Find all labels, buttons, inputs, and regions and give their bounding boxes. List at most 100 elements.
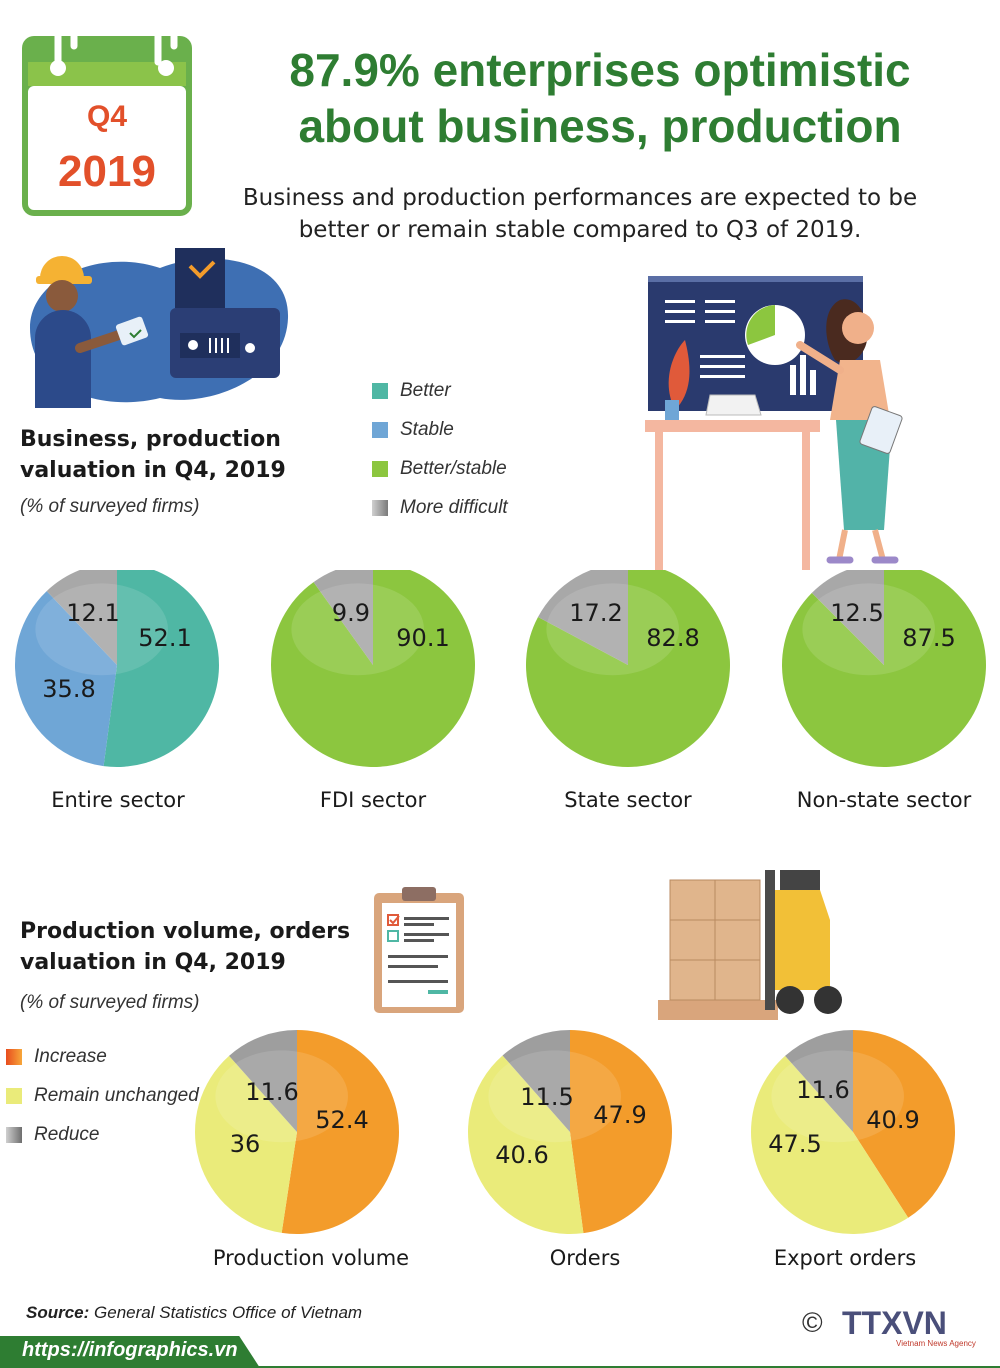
- pie-value-label: 82.8: [646, 624, 699, 652]
- section1-pie-charts: 52.1 35.8 12.1 90.1 9.9 82.8 17.2 87.5 12.5: [14, 570, 986, 767]
- url-bar: [0, 1336, 260, 1368]
- legend-label: Increase: [34, 1046, 107, 1067]
- pie-orders: 47.9 40.6 11.5: [468, 1030, 673, 1234]
- page-title: 87.9% enterprises optimistic about busin…: [250, 42, 950, 154]
- pie-value-label: 47.5: [768, 1130, 821, 1158]
- pie-slice-more-difficult: [811, 570, 884, 665]
- legend-label: Reduce: [34, 1124, 100, 1145]
- pie-title: State sector: [564, 788, 692, 812]
- pie-slice-more-difficult: [313, 570, 373, 665]
- pie-title: Export orders: [773, 1246, 917, 1270]
- legend-item-reduce: Reduce: [6, 1124, 199, 1146]
- pie-value-label: 11.6: [796, 1076, 849, 1104]
- pie-slice-better: [103, 570, 219, 767]
- pie-slice-increase: [281, 1030, 399, 1234]
- legend-swatch: [6, 1088, 22, 1104]
- section1-title: Business, production valuation in Q4, 20…: [20, 424, 286, 486]
- section1-title-line-2: valuation in Q4, 2019: [20, 458, 286, 483]
- pie-slice-more-difficult: [46, 570, 117, 665]
- pie-value-label: 40.6: [495, 1141, 548, 1169]
- pie-slice-reduce: [502, 1030, 570, 1132]
- worker-illustration: [30, 248, 289, 408]
- pie-value-label: 11.5: [520, 1083, 573, 1111]
- section1-legend: Better Stable Better/stable More difficu…: [372, 380, 508, 519]
- legend-swatch: [6, 1049, 22, 1065]
- legend-swatch: [372, 500, 388, 516]
- forklift-illustration: [658, 870, 842, 1020]
- logo-subtext: Vietnam News Agency: [896, 1339, 976, 1348]
- pie-export-orders: 40.9 47.5 11.6: [751, 1030, 956, 1234]
- pie-value-label: 12.1: [66, 599, 119, 627]
- pie-value-label: 17.2: [569, 599, 622, 627]
- pie-value-label: 9.9: [332, 599, 370, 627]
- pie-highlight: [215, 1050, 348, 1143]
- calendar-icon: Q4 2019: [22, 16, 192, 216]
- pie-slice-increase: [853, 1030, 956, 1218]
- pie-highlight: [771, 1050, 904, 1143]
- source-text: General Statistics Office of Vietnam: [94, 1303, 363, 1322]
- pie-slice-better-stable: [271, 570, 475, 767]
- pie-slice-reduce: [785, 1030, 853, 1132]
- legend-swatch: [372, 461, 388, 477]
- legend-label: More difficult: [400, 497, 508, 518]
- legend-item-better-stable: Better/stable: [372, 458, 508, 480]
- pie-value-label: 12.5: [830, 599, 883, 627]
- pie-value-label: 47.9: [593, 1101, 646, 1129]
- pie-slice-remain-unchanged: [468, 1055, 584, 1234]
- section2-note: (% of surveyed firms): [20, 992, 200, 1013]
- section2-title: Production volume, orders valuation in Q…: [20, 916, 350, 978]
- pie-highlight: [802, 583, 935, 676]
- legend-item-better: Better: [372, 380, 508, 402]
- legend-item-remain-unchanged: Remain unchanged: [6, 1085, 199, 1107]
- pie-value-label: 52.4: [315, 1106, 368, 1134]
- pie-production-volume: 52.4 36 11.6: [194, 1030, 399, 1234]
- copyright-symbol: ©: [802, 1307, 823, 1338]
- pie-non-state-sector: 87.5 12.5: [782, 570, 986, 767]
- source-note: Source: General Statistics Office of Vie…: [26, 1303, 362, 1323]
- pie-slice-reduce: [229, 1030, 297, 1132]
- pie-title: FDI sector: [319, 788, 427, 812]
- pie-highlight: [546, 583, 679, 676]
- legend-label: Better: [400, 380, 451, 401]
- section2-pie-charts: 52.4 36 11.6 47.9 40.6 11.5 40.9 47.5 11.6: [194, 1030, 956, 1234]
- footer-url-link[interactable]: https://infographics.vn: [22, 1339, 238, 1361]
- pie-highlight: [488, 1050, 621, 1143]
- pie-slice-remain-unchanged: [194, 1055, 297, 1233]
- pie-highlight: [291, 583, 425, 676]
- pie-slice-increase: [570, 1030, 673, 1234]
- legend-item-stable: Stable: [372, 419, 508, 441]
- legend-swatch: [372, 383, 388, 399]
- pie-value-label: 40.9: [866, 1106, 919, 1134]
- calendar-year: 2019: [58, 147, 156, 196]
- page-subtitle: Business and production performances are…: [220, 182, 940, 246]
- pie-title: Production volume: [212, 1246, 410, 1270]
- section2-legend: Increase Remain unchanged Reduce: [6, 1046, 199, 1146]
- presenter-illustration: [645, 276, 903, 570]
- subtitle-line-1: Business and production performances are…: [242, 185, 918, 211]
- pie-highlight: [35, 583, 168, 676]
- pie-title: Non-state sector: [796, 788, 972, 812]
- legend-item-increase: Increase: [6, 1046, 199, 1068]
- pie-value-label: 11.6: [245, 1078, 298, 1106]
- title-line-1: 87.9% enterprises optimistic: [289, 44, 911, 96]
- subtitle-line-2: better or remain stable compared to Q3 o…: [298, 217, 862, 243]
- section1-title-line-1: Business, production: [20, 427, 281, 452]
- legend-swatch: [372, 422, 388, 438]
- source-label: Source:: [26, 1303, 90, 1322]
- title-line-2: about business, production: [298, 100, 902, 152]
- pie-slice-remain-unchanged: [751, 1055, 909, 1234]
- pie-slice-more-difficult: [538, 570, 628, 665]
- calendar-quarter: Q4: [87, 100, 127, 133]
- pie-value-label: 35.8: [42, 675, 95, 703]
- pie-slice-stable: [14, 591, 117, 767]
- section2-title-line-1: Production volume, orders: [20, 919, 351, 944]
- legend-label: Stable: [400, 419, 454, 440]
- footer-divider: [0, 1366, 1000, 1368]
- clipboard-illustration: [374, 887, 464, 1013]
- pie-title: Entire sector: [51, 788, 185, 812]
- pie-slice-better-stable: [782, 570, 986, 767]
- legend-item-more-difficult: More difficult: [372, 497, 508, 519]
- pie-entire-sector: 52.1 35.8 12.1: [14, 570, 219, 767]
- pie-title: Orders: [549, 1246, 621, 1270]
- legend-label: Remain unchanged: [34, 1085, 199, 1106]
